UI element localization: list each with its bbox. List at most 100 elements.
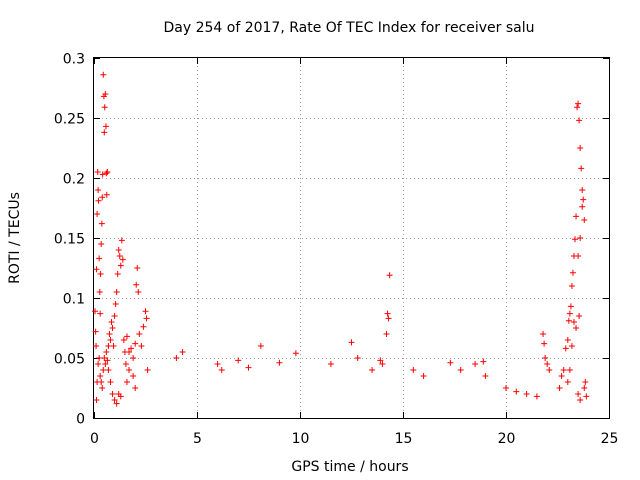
data-point <box>533 393 540 400</box>
data-point <box>92 308 99 315</box>
data-point <box>179 349 186 355</box>
data-point <box>292 350 299 357</box>
data-point <box>579 203 586 210</box>
data-point <box>556 385 563 391</box>
data-point <box>513 388 520 395</box>
data-point <box>480 358 487 365</box>
data-point <box>103 349 110 355</box>
data-point <box>103 170 110 177</box>
data-point <box>93 343 100 349</box>
data-point <box>102 91 109 97</box>
data-point <box>566 310 573 317</box>
data-point <box>564 337 571 343</box>
data-point <box>128 345 135 352</box>
y-tick-label: 0 <box>76 412 85 428</box>
data-point <box>214 361 221 367</box>
data-point <box>97 310 104 317</box>
data-point <box>218 367 225 373</box>
data-point <box>111 397 118 403</box>
data-point <box>96 355 103 361</box>
data-point <box>119 256 126 263</box>
data-point <box>99 385 106 391</box>
data-point <box>117 262 124 269</box>
data-point <box>92 328 99 335</box>
data-point <box>354 355 361 361</box>
data-point <box>573 213 580 220</box>
data-point <box>581 385 588 391</box>
data-point <box>120 337 127 343</box>
x-tick-label: 20 <box>498 431 516 447</box>
data-point <box>575 100 582 107</box>
x-tick-label: 10 <box>292 431 310 447</box>
plot-frame <box>93 57 610 419</box>
data-point <box>132 385 139 391</box>
data-point <box>109 391 116 397</box>
data-point <box>579 187 586 193</box>
data-point <box>96 289 103 295</box>
data-point <box>562 345 569 352</box>
data-point <box>110 343 117 349</box>
data-point <box>93 266 100 273</box>
data-point <box>541 340 548 347</box>
data-point <box>122 361 129 367</box>
data-point <box>100 71 107 78</box>
data-point <box>93 397 100 403</box>
data-point <box>235 357 242 364</box>
x-axis-label: GPS time / hours <box>291 459 408 475</box>
data-point <box>348 339 355 346</box>
data-point <box>482 373 489 379</box>
data-point <box>95 197 102 204</box>
data-point <box>569 269 576 276</box>
data-point <box>101 104 108 111</box>
y-tick-label: 0.05 <box>54 352 85 368</box>
data-point <box>447 359 454 366</box>
data-point <box>108 319 115 325</box>
data-point <box>577 235 584 241</box>
data-point <box>130 373 137 379</box>
grid-lines <box>94 58 609 418</box>
data-point <box>134 265 141 271</box>
data-point <box>123 333 130 340</box>
data-point <box>102 361 109 367</box>
data-point <box>106 331 113 337</box>
data-point <box>385 315 392 322</box>
data-point <box>112 301 119 307</box>
data-point <box>503 385 509 391</box>
data-point <box>546 367 553 373</box>
data-point <box>143 315 150 322</box>
data-point <box>581 217 588 223</box>
data-point <box>568 343 575 349</box>
data-point <box>104 169 111 175</box>
data-point <box>126 367 133 373</box>
data-point <box>126 349 133 355</box>
data-point <box>582 379 589 385</box>
y-tick-label: 0.15 <box>54 232 85 248</box>
axis-ticks: 0 5 10 15 20 25 0 0.05 0.1 0.15 0.2 0.25 0.3 <box>54 52 619 448</box>
data-point <box>377 357 384 364</box>
data-point <box>117 393 124 400</box>
data-point <box>123 379 130 385</box>
data-point <box>583 393 590 400</box>
data-point <box>544 361 551 367</box>
data-point <box>577 397 584 403</box>
data-point <box>327 361 334 367</box>
data-point <box>574 104 581 111</box>
data-point <box>540 331 547 337</box>
data-point <box>573 325 580 331</box>
data-point <box>97 373 104 379</box>
data-point <box>523 391 530 397</box>
data-point <box>575 253 582 259</box>
data-point <box>100 367 107 373</box>
x-tick-label: 25 <box>601 431 619 447</box>
data-point <box>379 361 386 367</box>
data-point <box>95 187 102 193</box>
y-tick-label: 0.25 <box>54 112 85 128</box>
data-point <box>567 303 574 310</box>
data-point <box>114 271 121 277</box>
data-point <box>101 355 108 361</box>
data-point <box>116 253 123 259</box>
data-series-roti <box>92 71 590 407</box>
data-point <box>578 165 585 172</box>
data-point <box>97 271 104 277</box>
